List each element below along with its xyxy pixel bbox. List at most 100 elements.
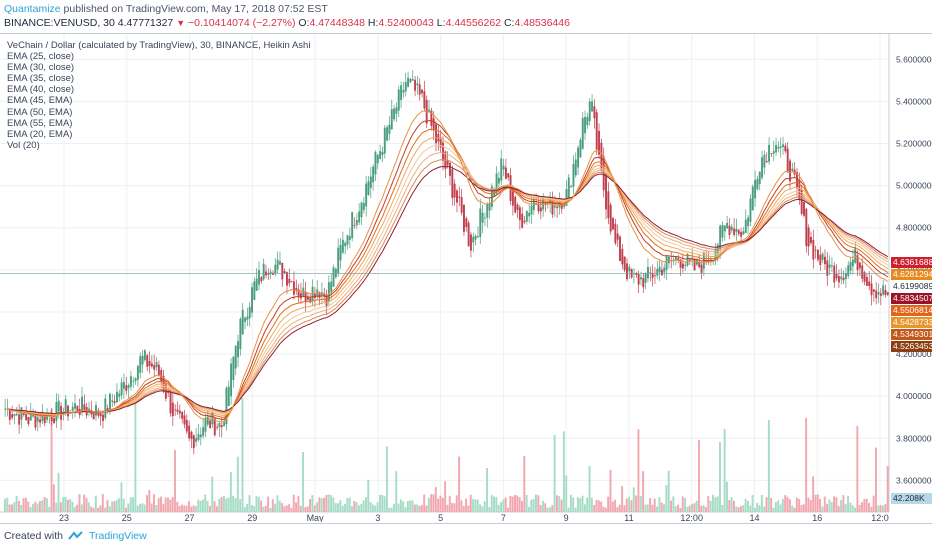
candle-body (796, 172, 798, 188)
price-scale-label: 4.55068142 (891, 304, 932, 316)
candle-body (465, 218, 468, 228)
legend-item[interactable]: EMA (35, close) (7, 73, 75, 85)
candle-body (879, 293, 882, 296)
volume-bar (458, 456, 461, 512)
candle-body (577, 147, 580, 168)
candle-body (572, 163, 575, 187)
volume-bar (8, 504, 11, 512)
volume-bar (569, 494, 572, 512)
candle-body (209, 420, 212, 428)
volume-bar (649, 498, 652, 512)
legend-item[interactable]: Vol (20) (7, 139, 40, 151)
volume-bar (416, 504, 419, 512)
volume-bar (274, 503, 277, 512)
candle-body (27, 417, 30, 424)
volume-bar (705, 507, 707, 512)
legend-item[interactable]: EMA (20, EMA) (7, 128, 73, 140)
volume-value-label: 42.208K (891, 493, 932, 504)
candle-body (528, 212, 531, 217)
volume-bar (118, 498, 121, 512)
candle-body (81, 396, 83, 412)
volume-bar (660, 502, 663, 512)
volume-bar (576, 497, 579, 512)
volume-bar (125, 507, 128, 512)
candle-body (25, 414, 28, 421)
legend-title: VeChain / Dollar (calculated by TradingV… (7, 40, 311, 51)
ema-line (5, 144, 889, 416)
x-tick-label: 9 (564, 513, 569, 522)
candle-body (591, 101, 594, 112)
candle-body (726, 222, 729, 229)
volume-bar (378, 494, 381, 512)
volume-bar (511, 496, 514, 512)
volume-bar (879, 505, 882, 512)
volume-bar (691, 504, 693, 512)
candle-body (341, 239, 344, 253)
legend-item[interactable]: EMA (45, EMA) (7, 95, 73, 107)
candle-body (99, 413, 102, 417)
candle-body (390, 109, 393, 130)
candle-body (309, 298, 312, 303)
volume-bar (17, 501, 20, 512)
candle-body (828, 264, 831, 269)
volume-bar (246, 504, 249, 512)
candle-body (141, 355, 144, 365)
volume-bar (232, 495, 235, 512)
volume-bar (667, 470, 670, 512)
candle-body (428, 109, 430, 112)
candle-body (276, 259, 279, 270)
candle-body (756, 178, 759, 190)
volume-bar (24, 497, 27, 512)
legend-item[interactable]: EMA (55, EMA) (7, 117, 73, 129)
candle-body (379, 151, 382, 159)
candle-body (414, 79, 417, 91)
candle-body (495, 173, 498, 194)
candle-body (516, 204, 519, 211)
legend-item[interactable]: EMA (40, close) (7, 84, 75, 96)
candle-body (456, 190, 458, 203)
volume-bar (162, 503, 165, 512)
candle-body (178, 410, 181, 414)
volume-bar (164, 497, 167, 512)
volume-bar (630, 500, 633, 512)
candle-body (327, 282, 330, 302)
volume-bar (684, 498, 686, 512)
legend-item[interactable]: EMA (30, close) (7, 62, 75, 74)
volume-bar (777, 500, 780, 512)
candle-body (812, 239, 815, 260)
candle-body (39, 419, 42, 423)
candle-body (807, 227, 810, 247)
volume-bar (355, 502, 358, 512)
publisher-link[interactable]: Quantamize (4, 3, 61, 15)
down-arrow-icon: ▼ (176, 18, 186, 28)
volume-bar (367, 479, 370, 512)
close-value: 4.48536446 (514, 17, 570, 29)
tradingview-link[interactable]: TradingView (88, 530, 147, 542)
volume-bar (29, 507, 32, 512)
candle-body (698, 262, 701, 268)
candle-body (600, 142, 603, 170)
price-chart[interactable]: 23 25 27 29 May 3 5 7 9 11 12:00 14 16 12:0 5.60000000… (0, 34, 932, 522)
volume-bar (858, 505, 861, 512)
candle-body (789, 160, 791, 182)
volume-bar (760, 495, 763, 512)
volume-bar (600, 501, 603, 512)
legend-item[interactable]: EMA (50, EMA) (7, 106, 73, 118)
legend-item[interactable]: EMA (25, close) (7, 51, 75, 63)
chart-frame (0, 33, 932, 524)
candle-body (129, 376, 132, 387)
volume-bar (34, 501, 37, 512)
volume-bar (218, 498, 221, 512)
candle-body (467, 222, 470, 247)
volume-bar (749, 505, 752, 512)
volume-bar (341, 505, 344, 512)
candle-body (230, 363, 233, 397)
candle-body (62, 411, 65, 413)
volume-bar (700, 505, 703, 512)
volume-bar (71, 501, 74, 512)
volume-bar (548, 507, 551, 512)
volume-bar (702, 505, 705, 512)
volume-bar (206, 500, 209, 512)
volume-bar (430, 494, 433, 512)
candle-body (162, 375, 165, 392)
